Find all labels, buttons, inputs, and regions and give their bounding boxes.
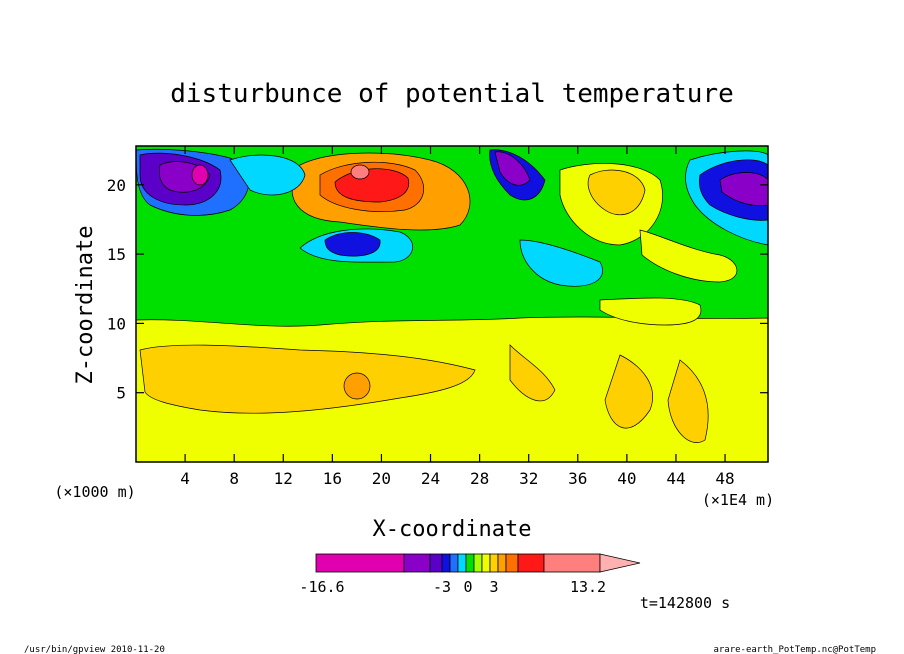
colorbar-label: -16.6 [299,578,344,596]
colorbar-segment [473,553,483,573]
x-tick-label: 16 [323,469,342,488]
x-tick-label: 36 [568,469,587,488]
x-tick-label: 8 [229,469,239,488]
y-tick-label: 5 [116,384,126,403]
y-axis-label: Z-coordinate [73,226,98,385]
time-label: t=142800 s [640,594,730,612]
colorbar-segment [489,553,499,573]
colorbar-segment [457,553,467,573]
x-units-left: (×1000 m) [54,483,135,501]
colorbar-segment [441,553,451,573]
y-tick-label: 15 [107,245,126,264]
x-axis-label: X-coordinate [373,517,532,542]
x-tick-label: 40 [617,469,636,488]
colorbar-segment [449,553,459,573]
colorbar-segment [497,553,507,573]
colorbar-segment [543,553,601,573]
colorbar-segment [517,553,545,573]
x-tick-label: 20 [372,469,391,488]
chart-title: disturbunce of potential temperature [170,79,734,109]
colorbar-segment [505,553,519,573]
colorbar-segment [403,553,431,573]
colorbar-arrow [599,553,641,573]
contour-detail [136,148,768,462]
colorbar-segment [481,553,491,573]
y-tick-label: 10 [107,314,126,333]
footer-left: /usr/bin/gpview 2010-11-20 [24,645,165,654]
x-tick-label: 24 [421,469,440,488]
contour-field [136,146,768,462]
colorbar-segment [315,553,405,573]
x-tick-label: 4 [180,469,190,488]
colorbar-labels: -16.6 -3 0 3 13.2 [299,578,606,596]
colorbar-segment [429,553,443,573]
footer-right: arare-earth_PotTemp.nc@PotTemp [713,645,876,654]
colorbar-label: 0 [463,578,472,596]
x-units-right: (×1E4 m) [702,491,774,509]
colorbar-label: 13.2 [570,578,606,596]
x-tick-label: 28 [470,469,489,488]
colorbar-label: 3 [489,578,498,596]
x-tick-label: 44 [666,469,685,488]
colorbar-segment [465,553,475,573]
x-axis-ticks: 4 8 12 16 20 24 28 32 36 40 44 48 [180,146,735,488]
x-tick-label: 48 [715,469,734,488]
y-axis-ticks: 5 10 15 20 [107,176,768,403]
x-tick-label: 12 [274,469,293,488]
x-tick-label: 32 [519,469,538,488]
plot-frame [135,145,769,463]
colorbar-label: -3 [433,578,451,596]
y-tick-label: 20 [107,176,126,195]
colorbar [315,553,641,573]
